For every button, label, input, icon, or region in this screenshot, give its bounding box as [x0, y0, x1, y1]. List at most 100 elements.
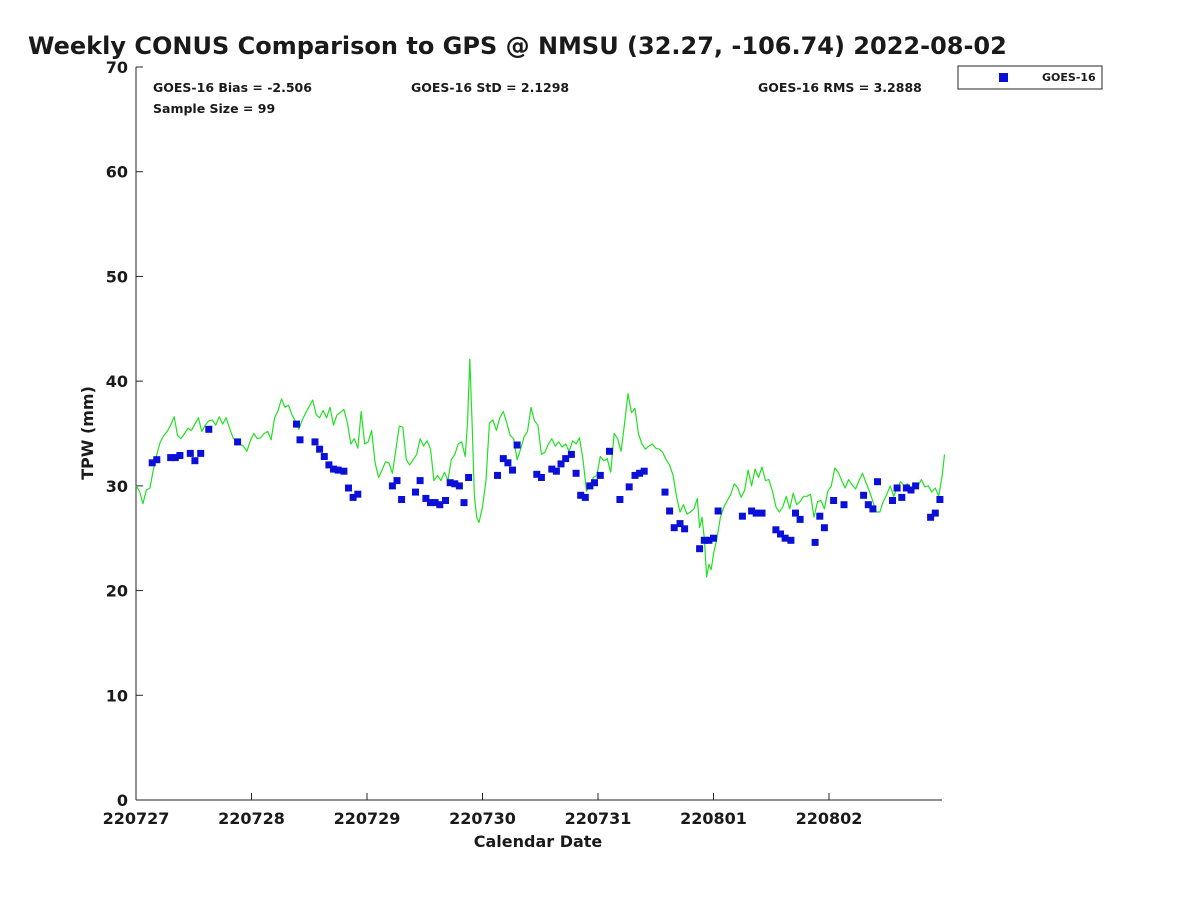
goes16-point: [581, 493, 589, 501]
legend: GOES-16: [957, 65, 1103, 90]
legend-label-goes16: GOES-16: [1042, 71, 1096, 84]
goes16-point: [636, 469, 644, 477]
x-tick-label: 220729: [334, 809, 401, 828]
x-tick-label: 220801: [680, 809, 747, 828]
y-tick-label: 20: [106, 582, 128, 601]
goes16-point: [752, 509, 760, 517]
goes16-point: [345, 484, 352, 492]
goes16-point: [320, 453, 328, 460]
y-axis-label: TPW (mm): [78, 386, 97, 480]
goes16-point: [205, 425, 213, 433]
goes16-point: [640, 467, 648, 475]
y-axis-ticks: 0 10 20 30 40 50 60 70: [106, 58, 143, 810]
goes16-point: [416, 477, 424, 485]
x-axis-ticks: 220727 220728 220729 220730 220731 220801 2208…: [103, 793, 863, 828]
goes16-point: [354, 490, 362, 498]
goes16-point: [293, 420, 300, 428]
sample-size-stat: Sample Size = 99: [153, 101, 275, 116]
goes16-point: [864, 501, 872, 509]
goes16-point: [234, 438, 242, 446]
goes16-point: [340, 467, 348, 475]
goes16-point: [676, 520, 684, 528]
goes16-point: [661, 488, 669, 496]
goes16-point: [349, 493, 357, 501]
y-tick-label: 0: [117, 791, 128, 810]
goes16-point: [504, 459, 512, 467]
goes16-point: [334, 466, 342, 474]
goes16-point: [936, 496, 944, 503]
goes16-point: [465, 474, 473, 481]
goes16-point: [591, 479, 598, 487]
goes16-point: [893, 484, 901, 492]
goes16-point: [816, 512, 824, 520]
goes16-point: [533, 470, 541, 478]
goes16-point: [860, 491, 868, 499]
goes16-point: [902, 484, 910, 492]
goes16-point: [153, 456, 161, 464]
goes16-point: [460, 499, 468, 507]
y-tick-label: 10: [106, 686, 128, 705]
goes16-point: [927, 513, 935, 521]
goes16-point: [666, 507, 674, 515]
goes16-point: [436, 501, 444, 509]
x-tick-label: 220728: [218, 809, 285, 828]
x-tick-label: 220730: [449, 809, 516, 828]
std-stat: GOES-16 StD = 2.1298: [411, 80, 569, 95]
goes16-point: [455, 482, 463, 490]
goes16-point: [889, 497, 896, 504]
goes16-point: [398, 496, 406, 503]
y-tick-label: 60: [106, 163, 128, 182]
goes16-point: [931, 509, 939, 517]
goes16-point: [548, 465, 556, 473]
goes16-point: [148, 459, 156, 467]
goes16-point: [700, 536, 708, 544]
goes16-point: [442, 497, 449, 504]
goes16-point: [625, 483, 633, 491]
goes16-point: [714, 507, 722, 515]
goes16-point: [557, 460, 565, 468]
goes16-point: [176, 452, 184, 459]
goes16-point: [431, 499, 439, 507]
goes16-point: [586, 482, 594, 490]
goes16-point: [330, 465, 337, 473]
goes16-point: [840, 501, 848, 509]
y-tick-label: 70: [106, 58, 128, 77]
chart-title: Weekly CONUS Comparison to GPS @ NMSU (3…: [28, 32, 1007, 60]
goes16-point: [874, 478, 881, 486]
goes16-point: [820, 524, 828, 532]
x-tick-label: 220731: [565, 809, 632, 828]
x-axis-label: Calendar Date: [474, 832, 603, 851]
goes16-point: [513, 441, 521, 449]
y-tick-label: 40: [106, 372, 128, 391]
goes16-point: [631, 471, 639, 479]
gps-series: [135, 358, 946, 578]
goes16-point: [616, 496, 624, 503]
goes16-point: [451, 480, 459, 488]
goes16-point: [567, 450, 575, 458]
goes16-point: [388, 482, 396, 490]
x-tick-label: 220802: [796, 809, 863, 828]
goes16-point: [772, 526, 780, 534]
goes16-point: [427, 499, 434, 507]
goes16-point: [696, 545, 704, 553]
goes16-point: [167, 454, 175, 462]
goes16-point: [577, 491, 585, 499]
goes16-point: [197, 449, 205, 457]
goes16-point: [912, 482, 920, 490]
rms-stat: GOES-16 RMS = 3.2888: [758, 80, 922, 95]
legend-marker-goes16: [999, 73, 1008, 82]
goes16-point: [681, 525, 689, 533]
goes16-series: [148, 420, 944, 553]
x-tick-label: 220727: [103, 809, 170, 828]
goes16-point: [494, 471, 501, 479]
goes16-point: [499, 455, 507, 463]
goes16-point: [781, 534, 789, 542]
goes16-point: [191, 457, 199, 465]
gps-line: [135, 358, 946, 578]
goes16-point: [796, 515, 804, 523]
goes16-point: [907, 486, 915, 494]
goes16-point: [777, 530, 784, 538]
goes16-point: [811, 538, 819, 546]
goes16-point: [705, 536, 713, 544]
goes16-point: [171, 454, 179, 462]
